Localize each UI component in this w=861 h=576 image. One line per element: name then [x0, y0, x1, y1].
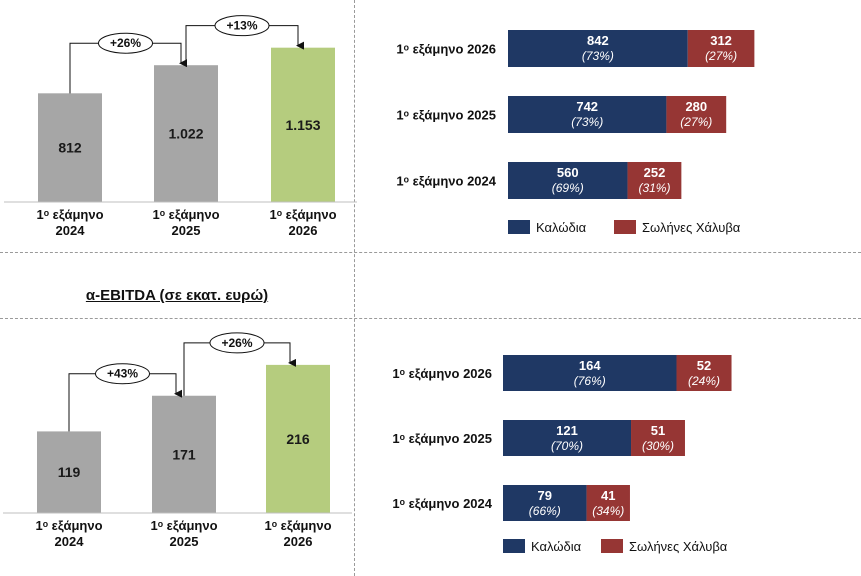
segment-percent-3-2-1: (34%) — [592, 504, 624, 518]
x-tick-label-2-2-line1: 1ᵒ εξάμηνο — [264, 518, 331, 533]
bar-value-label-0-1: 1.022 — [168, 126, 203, 142]
segment-value-3-0-0: 164 — [579, 358, 601, 373]
segment-1-2-0 — [508, 162, 628, 199]
x-tick-label-0-0-line2: 2024 — [56, 223, 86, 238]
segment-value-3-2-1: 41 — [601, 488, 615, 503]
row-label-3-2: 1ᵒ εξάμηνο 2024 — [392, 496, 492, 511]
segment-value-1-1-1: 280 — [685, 99, 707, 114]
segment-percent-1-1-1: (27%) — [680, 115, 712, 129]
bar-0-1 — [154, 65, 218, 202]
bar-2-2 — [266, 364, 330, 513]
legend-swatch-3-0 — [503, 539, 525, 553]
segment-3-1-1 — [631, 420, 685, 456]
bar-value-label-0-0: 812 — [58, 140, 82, 156]
row-label-1-0: 1ᵒ εξάμηνο 2026 — [396, 42, 496, 57]
legend-swatch-3-1 — [601, 539, 623, 553]
segment-value-3-2-0: 79 — [538, 488, 552, 503]
row-label-1-1: 1ᵒ εξάμηνο 2025 — [396, 108, 496, 123]
legend-label-3-1: Σωλήνες Χάλυβα — [629, 539, 728, 554]
segment-percent-3-0-1: (24%) — [688, 374, 720, 388]
segment-1-1-0 — [508, 96, 667, 133]
legend-swatch-1-0 — [508, 220, 530, 234]
legend-swatch-1-1 — [614, 220, 636, 234]
x-tick-label-0-0-line1: 1ᵒ εξάμηνο — [36, 207, 103, 222]
segment-1-2-1 — [627, 162, 682, 199]
segment-percent-3-1-0: (70%) — [551, 439, 583, 453]
bar-value-label-2-0: 119 — [58, 464, 81, 480]
growth-label-2-1: +26% — [221, 336, 252, 350]
segment-value-1-2-1: 252 — [644, 165, 666, 180]
segment-3-2-1 — [586, 485, 630, 521]
x-tick-label-0-1-line2: 2025 — [172, 223, 201, 238]
x-tick-label-2-1-line1: 1ᵒ εξάμηνο — [150, 518, 217, 533]
growth-ellipse-0-1 — [214, 15, 270, 37]
growth-label-2-0: +43% — [107, 367, 138, 381]
segment-value-1-0-1: 312 — [710, 33, 732, 48]
segment-percent-1-2-1: (31%) — [638, 181, 670, 195]
segment-value-3-0-1: 52 — [697, 358, 711, 373]
segment-percent-3-0-0: (76%) — [574, 374, 606, 388]
growth-ellipse-0-0 — [98, 32, 153, 54]
bar-2-0 — [37, 431, 101, 513]
segment-percent-1-0-0: (73%) — [582, 49, 614, 63]
segment-value-1-0-0: 842 — [587, 33, 609, 48]
bar-2-1 — [152, 395, 216, 513]
vertical-divider — [354, 0, 355, 576]
bar-value-label-2-2: 216 — [286, 431, 310, 447]
bar-0-0 — [38, 93, 102, 202]
segment-value-3-1-0: 121 — [556, 423, 578, 438]
segment-1-0-0 — [508, 30, 688, 67]
segment-value-1-1-0: 742 — [576, 99, 598, 114]
segment-percent-3-2-0: (66%) — [529, 504, 561, 518]
segment-3-0-0 — [503, 355, 677, 391]
x-tick-label-0-2-line1: 1ᵒ εξάμηνο — [269, 207, 336, 222]
bar-value-label-0-2: 1.153 — [285, 117, 320, 133]
bar-value-label-2-1: 171 — [172, 446, 196, 462]
segment-percent-3-1-1: (30%) — [642, 439, 674, 453]
segment-percent-1-1-0: (73%) — [571, 115, 603, 129]
legend-label-1-1: Σωλήνες Χάλυβα — [642, 220, 741, 235]
ebitda-section-title: α-EBITDA (σε εκατ. ευρώ) — [85, 287, 269, 304]
growth-ellipse-2-1 — [209, 332, 265, 354]
row-label-3-1: 1ᵒ εξάμηνο 2025 — [392, 431, 492, 446]
segment-1-1-1 — [666, 96, 727, 133]
segment-3-1-0 — [503, 420, 632, 456]
segment-1-0-1 — [687, 30, 755, 67]
segment-3-0-1 — [676, 355, 732, 391]
x-tick-label-0-1-line1: 1ᵒ εξάμηνο — [152, 207, 219, 222]
x-tick-label-2-0-line2: 2024 — [55, 534, 85, 549]
x-tick-label-2-1-line2: 2025 — [170, 534, 199, 549]
bar-0-2 — [271, 47, 335, 202]
row-label-3-0: 1ᵒ εξάμηνο 2026 — [392, 366, 492, 381]
growth-ellipse-2-0 — [95, 363, 150, 385]
x-tick-label-2-0-line1: 1ᵒ εξάμηνο — [35, 518, 102, 533]
x-tick-label-0-2-line2: 2026 — [289, 223, 318, 238]
growth-label-0-1: +13% — [226, 19, 257, 33]
segment-value-3-1-1: 51 — [651, 423, 665, 438]
row-label-1-2: 1ᵒ εξάμηνο 2024 — [396, 174, 496, 189]
legend-label-3-0: Καλώδια — [531, 539, 582, 554]
legend-label-1-0: Καλώδια — [536, 220, 587, 235]
x-tick-label-2-2-line2: 2026 — [284, 534, 313, 549]
segment-value-1-2-0: 560 — [557, 165, 579, 180]
growth-label-0-0: +26% — [110, 36, 141, 50]
segment-3-2-0 — [503, 485, 587, 521]
segment-percent-1-2-0: (69%) — [552, 181, 584, 195]
segment-percent-1-0-1: (27%) — [705, 49, 737, 63]
horizontal-divider-top — [0, 252, 861, 253]
horizontal-divider-bottom — [0, 318, 861, 319]
